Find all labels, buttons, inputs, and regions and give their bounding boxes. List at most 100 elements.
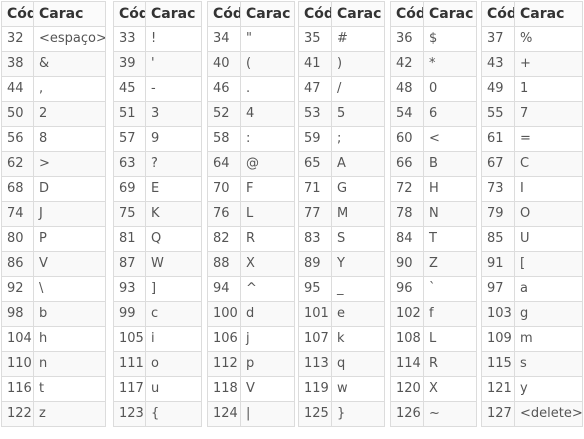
char-cell: Y [331, 251, 385, 277]
char-cell: H [423, 176, 477, 202]
table-row: 107 k [298, 326, 385, 352]
code-cell: 120 [390, 376, 424, 402]
char-cell: J [33, 201, 106, 227]
char-cell: X [423, 376, 477, 402]
table-row: 34 " [207, 26, 295, 52]
code-cell: 108 [390, 326, 424, 352]
ascii-table-2: CódCarac33!39'45-51357963?69E75K81Q87W93… [113, 1, 202, 427]
code-cell: 77 [298, 201, 332, 227]
table-row: 109 m [481, 326, 583, 352]
code-cell: 91 [481, 251, 515, 277]
table-row: 40( [207, 51, 295, 77]
table-row: 126 ~ [390, 401, 477, 427]
char-cell: d [240, 301, 295, 327]
char-cell: u [145, 376, 202, 402]
char-cell: 6 [423, 101, 477, 127]
table-row: 75 K [113, 201, 202, 227]
table-row: 127 <delete> [481, 401, 583, 427]
table-row: 103 g [481, 301, 583, 327]
code-cell: 55 [481, 101, 515, 127]
char-cell: 5 [331, 101, 385, 127]
char-cell: # [331, 26, 385, 52]
table-row: 120 X [390, 376, 477, 402]
code-cell: 43 [481, 51, 515, 77]
ascii-table-4: Cód Carac 35 #41) 47/53 5 59; 65 A 71 G 77 M 83 S 89 Y 95… [298, 1, 385, 427]
code-cell: 87 [113, 251, 146, 277]
code-cell: 45 [113, 76, 146, 102]
code-cell: 124 [207, 401, 241, 427]
table-row: 33! [113, 26, 202, 52]
table-row: 104 h [1, 326, 106, 352]
char-cell: % [514, 26, 583, 52]
code-cell: 114 [390, 351, 424, 377]
table-row: 42 * [390, 51, 477, 77]
code-cell: 39 [113, 51, 146, 77]
code-cell: 46 [207, 76, 241, 102]
code-cell: 105 [113, 326, 146, 352]
table-row: 106 j [207, 326, 295, 352]
code-cell: 35 [298, 26, 332, 52]
code-cell: 107 [298, 326, 332, 352]
table-row: 60 < [390, 126, 477, 152]
char-cell: a [514, 276, 583, 302]
table-row: 38 & [1, 51, 106, 77]
char-cell: 0 [423, 76, 477, 102]
table-row: 52 4 [207, 101, 295, 127]
table-row: 114 R [390, 351, 477, 377]
char-cell: w [331, 376, 385, 402]
char-cell: 1 [514, 76, 583, 102]
code-cell: 125 [298, 401, 332, 427]
char-cell: [ [514, 251, 583, 277]
code-cell: 33 [113, 26, 146, 52]
table-row: 50 2 [1, 101, 106, 127]
table-row: 119 w [298, 376, 385, 402]
table-row: 92 \ [1, 276, 106, 302]
char-cell: : [240, 126, 295, 152]
table-row: 32 <espaço> [1, 26, 106, 52]
table-row: 97 a [481, 276, 583, 302]
char-cell: ~ [423, 401, 477, 427]
table-row: 41) [298, 51, 385, 77]
code-cell: 57 [113, 126, 146, 152]
char-cell: R [240, 226, 295, 252]
table-row: 43 + [481, 51, 583, 77]
char-cell: j [240, 326, 295, 352]
table-row: 83 S [298, 226, 385, 252]
table-row: 49 1 [481, 76, 583, 102]
code-cell: 71 [298, 176, 332, 202]
code-cell: 67 [481, 151, 515, 177]
table-row: 53 5 [298, 101, 385, 127]
code-cell: 123 [113, 401, 146, 427]
char-cell: T [423, 226, 477, 252]
char-cell: L [423, 326, 477, 352]
table-row: 86 V [1, 251, 106, 277]
char-cell: 2 [33, 101, 106, 127]
code-cell: 61 [481, 126, 515, 152]
code-cell: 51 [113, 101, 146, 127]
code-cell: 126 [390, 401, 424, 427]
char-cell: I [514, 176, 583, 202]
code-cell: 118 [207, 376, 241, 402]
table-row: 88 X [207, 251, 295, 277]
header-code: Cód [1, 1, 34, 27]
table-row: 68 D [1, 176, 106, 202]
table-row: 124 | [207, 401, 295, 427]
code-cell: 60 [390, 126, 424, 152]
char-cell: 9 [145, 126, 202, 152]
table-row: 90 Z [390, 251, 477, 277]
ascii-table-5: Cód Carac 36 $42 * 48 0 54 6 60 <66 B 72 H 78 N 84 T 90 Z 96… [390, 1, 477, 427]
table-row: 91[ [481, 251, 583, 277]
table-row: 46. [207, 76, 295, 102]
table-row: 47/ [298, 76, 385, 102]
table-row: 66 B [390, 151, 477, 177]
char-cell: ; [331, 126, 385, 152]
code-cell: 80 [1, 226, 34, 252]
char-cell: N [423, 201, 477, 227]
code-cell: 96 [390, 276, 424, 302]
table-row: 94 ^ [207, 276, 295, 302]
code-cell: 38 [1, 51, 34, 77]
char-cell: X [240, 251, 295, 277]
